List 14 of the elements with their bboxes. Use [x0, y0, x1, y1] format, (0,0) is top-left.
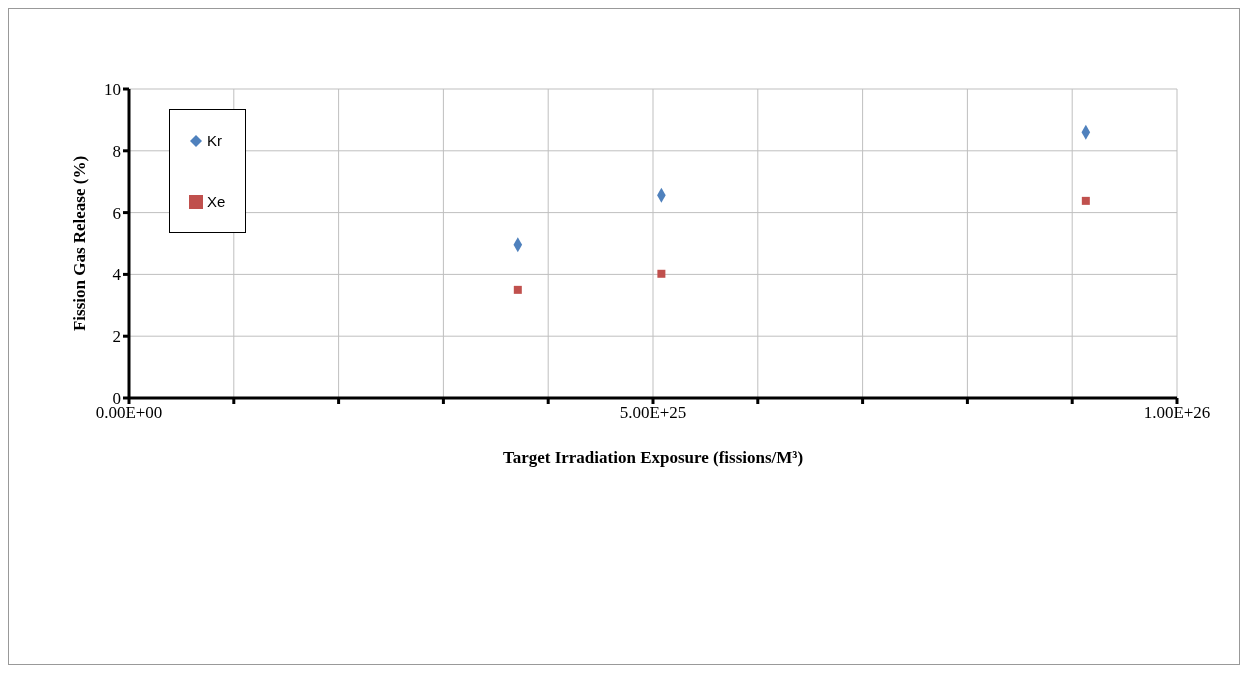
y-tick-label: 2 [112, 327, 121, 347]
x-tick-label: 1.00E+26 [1143, 403, 1211, 423]
y-axis-title: Fission Gas Release (%) [70, 155, 90, 332]
x-tick-label: 0.00E+00 [95, 403, 163, 423]
y-tick-label: 4 [112, 265, 122, 285]
x-axis-title: Target Irradiation Exposure (fissions/M³) [502, 448, 804, 467]
y-tick-label: 6 [112, 203, 121, 223]
point [513, 285, 522, 294]
point [1081, 196, 1090, 205]
y-tick-label: 10 [104, 80, 121, 100]
legend-label: Xe [207, 193, 226, 210]
x-tick-label: 5.00E+25 [619, 403, 687, 423]
y-tick-label: 8 [112, 141, 121, 161]
legend-label: Kr [207, 132, 222, 149]
